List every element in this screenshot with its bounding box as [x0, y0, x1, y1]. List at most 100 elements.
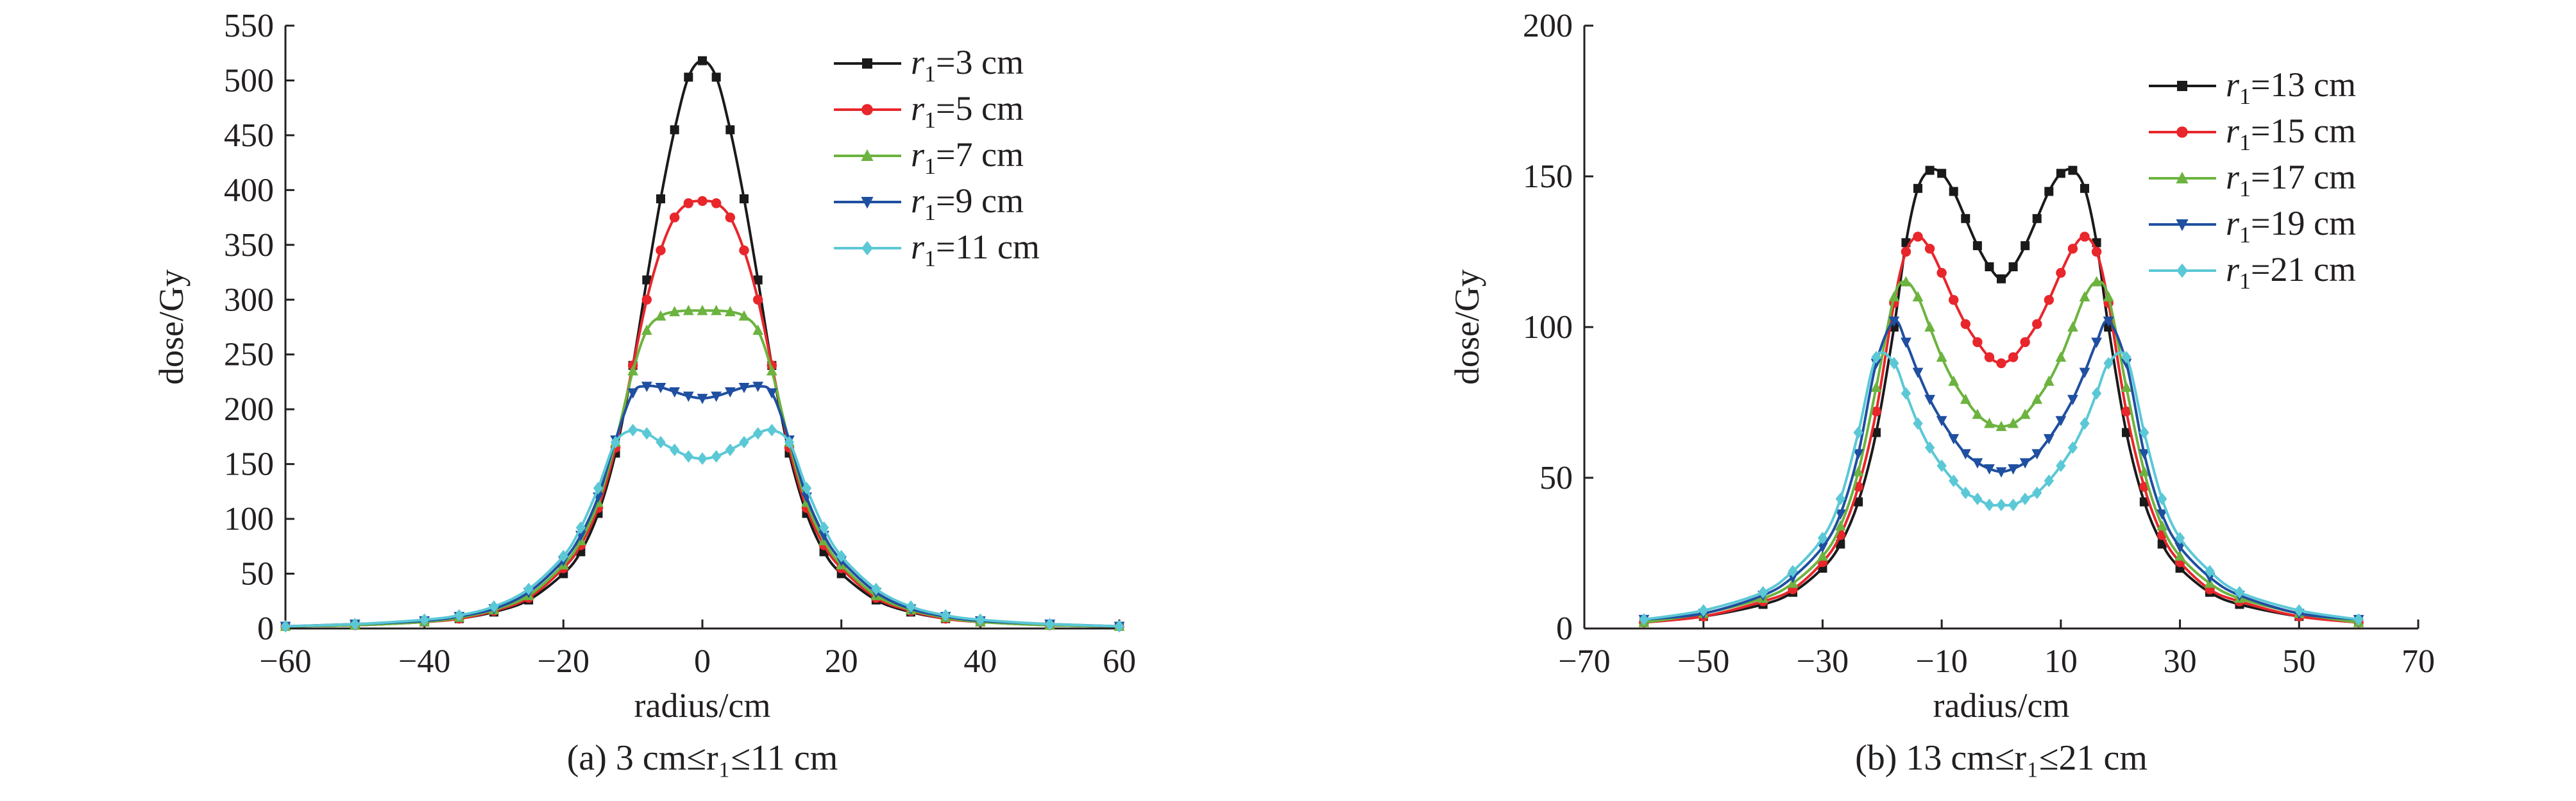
- x-tick-label: 30: [2164, 643, 2197, 680]
- x-tick-label: −30: [1797, 643, 1849, 680]
- legend-entry: r1=19 cm: [2149, 204, 2356, 248]
- data-point: [2080, 183, 2089, 193]
- x-tick-label: −60: [259, 643, 311, 680]
- legend-label: r1=13 cm: [2226, 65, 2356, 109]
- data-point: [627, 365, 639, 376]
- data-point: [627, 423, 638, 437]
- data-point: [1949, 295, 1959, 305]
- data-point: [2174, 550, 2185, 561]
- data-point: [2157, 520, 2168, 531]
- data-point: [836, 550, 847, 562]
- data-point: [1936, 459, 1947, 472]
- x-tick-label: −10: [1915, 643, 1967, 680]
- data-point: [2139, 449, 2150, 460]
- data-point: [1997, 274, 2006, 283]
- data-point: [1984, 498, 1995, 512]
- x-tick-label: −50: [1677, 643, 1729, 680]
- data-point: [2056, 169, 2065, 178]
- y-tick-label: 400: [224, 172, 274, 208]
- data-point: [711, 305, 722, 316]
- y-tick-label: 100: [224, 501, 274, 537]
- data-point: [1913, 417, 1923, 430]
- series-line: [1643, 280, 2359, 624]
- legend-label: r1=21 cm: [2226, 250, 2356, 294]
- data-point: [1948, 434, 1960, 444]
- x-tick-label: −70: [1558, 643, 1610, 680]
- data-point: [1925, 165, 1935, 175]
- data-point: [2157, 509, 2168, 520]
- data-point: [1758, 586, 1768, 599]
- panel-caption: (a) 3 cm≤r₁≤11 cm: [567, 738, 838, 778]
- data-point: [489, 600, 499, 613]
- legend-entry: r1=15 cm: [2149, 112, 2356, 155]
- data-point: [1852, 449, 1864, 460]
- data-point: [739, 245, 749, 256]
- data-point: [2067, 441, 2078, 454]
- data-point: [2031, 449, 2043, 460]
- series-line: [285, 384, 1120, 628]
- data-point: [2055, 416, 2067, 426]
- data-point: [1972, 493, 1983, 505]
- data-point: [2079, 291, 2090, 301]
- data-point: [2067, 244, 2078, 254]
- data-point: [1996, 467, 2007, 478]
- x-axis-label: radius/cm: [1933, 686, 2070, 725]
- data-point: [1913, 232, 1923, 242]
- data-point: [753, 275, 763, 285]
- legend-marker: [2176, 219, 2189, 232]
- data-point: [1996, 358, 2006, 369]
- x-tick-label: 70: [2402, 643, 2435, 680]
- x-tick-label: 10: [2044, 643, 2078, 680]
- legend-marker: [862, 58, 872, 69]
- data-point: [2103, 357, 2114, 370]
- data-point: [669, 305, 681, 317]
- data-point: [906, 600, 916, 613]
- data-point: [2008, 464, 2019, 475]
- data-point: [784, 435, 795, 449]
- data-point: [1949, 474, 1959, 487]
- data-point: [2122, 428, 2131, 437]
- data-point: [2043, 434, 2055, 444]
- data-point: [2157, 493, 2167, 505]
- legend-marker: [2177, 81, 2187, 91]
- data-point: [2139, 426, 2149, 439]
- x-tick-label: 50: [2282, 643, 2316, 680]
- data-point: [2044, 295, 2054, 305]
- data-point: [2019, 409, 2031, 419]
- legend-entry: r1=17 cm: [2149, 158, 2356, 201]
- legend-label: r1=19 cm: [2226, 204, 2356, 248]
- data-point: [627, 388, 639, 399]
- data-point: [655, 383, 666, 394]
- data-point: [697, 452, 708, 465]
- data-point: [2139, 497, 2149, 507]
- data-point: [697, 196, 708, 207]
- data-point: [1114, 620, 1124, 633]
- x-tick-label: 60: [1103, 643, 1136, 680]
- data-point: [684, 72, 693, 82]
- data-point: [1889, 357, 1899, 370]
- data-point: [1044, 618, 1055, 630]
- data-point: [739, 435, 749, 449]
- data-point: [655, 310, 666, 321]
- data-point: [711, 72, 721, 82]
- data-point: [2080, 417, 2090, 430]
- data-point: [766, 365, 777, 376]
- series-3: [280, 305, 1125, 631]
- legend-label: r1=5 cm: [911, 89, 1024, 133]
- data-point: [2019, 458, 2031, 469]
- data-point: [1639, 613, 1649, 626]
- data-point: [1949, 187, 1958, 196]
- series-4: [280, 382, 1125, 632]
- series-5: [1639, 351, 2364, 626]
- data-point: [682, 391, 694, 402]
- data-point: [724, 305, 736, 317]
- y-tick-label: 200: [224, 391, 274, 428]
- data-point: [1924, 321, 1935, 332]
- y-tick-label: 200: [1523, 8, 1573, 44]
- series-5: [280, 423, 1124, 633]
- data-point: [1972, 409, 1983, 419]
- data-point: [752, 325, 764, 335]
- data-point: [711, 198, 722, 208]
- data-point: [2121, 406, 2131, 417]
